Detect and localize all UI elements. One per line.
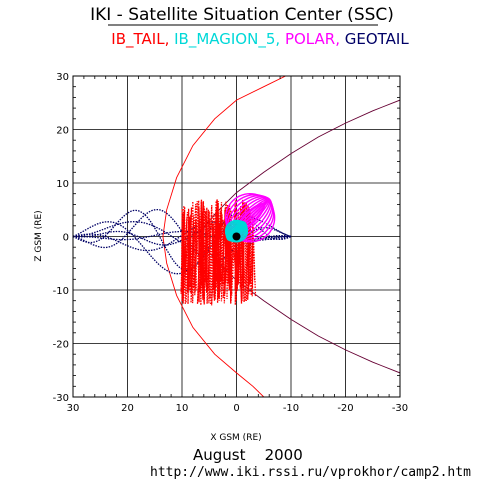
y-tick-label: -30: [53, 393, 69, 404]
earth-dot: [232, 232, 241, 241]
x-tick-label: -20: [337, 403, 353, 414]
legend-ib-tail: IB_TAIL: [111, 30, 165, 49]
x-tick-label: 10: [176, 403, 189, 414]
y-tick-label: -20: [53, 340, 69, 351]
magnetopause-curve: [200, 99, 400, 374]
chart-title: IKI - Satellite Situation Center (SSC): [90, 5, 394, 25]
x-tick-label: 20: [121, 403, 134, 414]
orbit-path: [73, 208, 292, 264]
y-tick-label: 10: [56, 179, 69, 190]
series-ib-tail: [180, 199, 257, 306]
earth-marker: [232, 232, 241, 241]
orbit-path: [180, 199, 257, 306]
y-tick-label: 0: [63, 233, 69, 244]
y-axis-label: Z GSM (RE): [34, 210, 44, 261]
x-tick-label: 30: [67, 403, 80, 414]
orbit-traces: [73, 192, 292, 306]
date-label: August 2000: [193, 446, 303, 464]
plot-frame: [72, 75, 401, 398]
y-tick-label: 20: [56, 126, 69, 137]
series-ib-magion-5: [224, 219, 249, 243]
x-tick-label: -30: [392, 403, 408, 414]
source-url: http://www.iki.rssi.ru/vprokhor/camp2.ht…: [150, 465, 471, 480]
x-tick-label: -10: [283, 403, 299, 414]
legend-geotail: GEOTAIL: [345, 30, 410, 48]
orbit-path: [73, 230, 291, 241]
legend-ib-magion-5: IB_MAGION_5: [174, 30, 275, 49]
y-tick-label: 30: [56, 72, 69, 83]
legend-polar: POLAR: [285, 30, 335, 48]
region-boundaries: [162, 76, 400, 397]
x-tick-label: 0: [233, 403, 239, 414]
y-tick-label: -10: [53, 286, 69, 297]
legend: IB_TAIL, IB_MAGION_5, POLAR, GEOTAIL: [111, 30, 409, 49]
orbit-path: [73, 227, 291, 246]
bow-shock-curve: [162, 76, 286, 397]
x-axis-label: X GSM (RE): [210, 433, 261, 443]
